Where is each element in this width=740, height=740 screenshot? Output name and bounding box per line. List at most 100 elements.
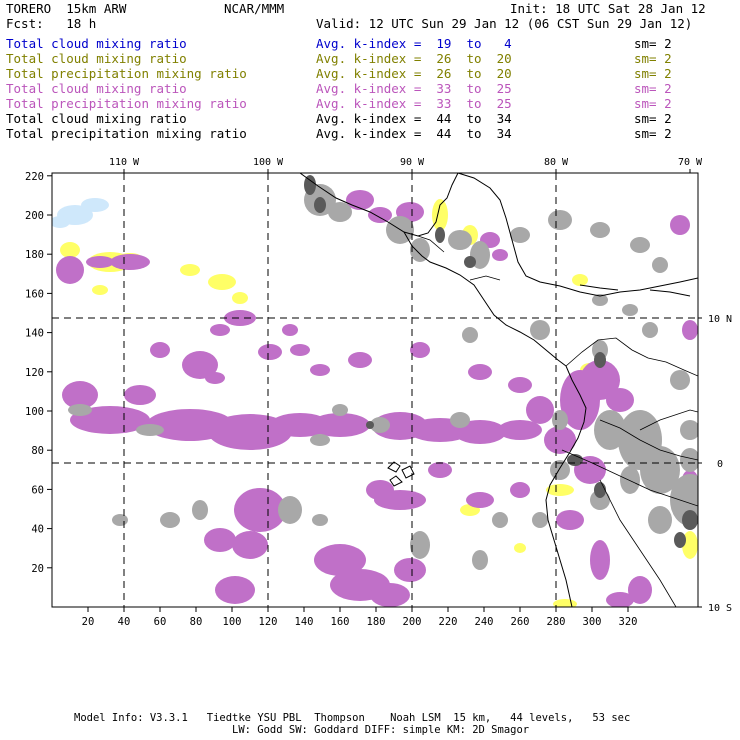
cloud-blob bbox=[370, 583, 410, 607]
cloud-blob bbox=[124, 385, 156, 405]
cloud-blob bbox=[182, 351, 218, 379]
cloud-blob bbox=[282, 324, 298, 336]
cloud-blob bbox=[682, 531, 698, 559]
legend-row: Total precipitation mixing ratio Avg. k-i… bbox=[6, 66, 706, 81]
cloud-blob bbox=[472, 550, 488, 570]
cloud-blob bbox=[224, 310, 256, 326]
cloud-blob bbox=[546, 484, 574, 496]
cloud-blob bbox=[432, 199, 448, 231]
cloud-blob bbox=[366, 421, 374, 429]
longitude-label: 100 W bbox=[253, 157, 284, 168]
cloud-blob bbox=[310, 434, 330, 446]
cloud-blob bbox=[466, 492, 494, 508]
cloud-blob bbox=[590, 490, 610, 510]
y-tick-label: 20 bbox=[31, 563, 44, 575]
cloud-blob bbox=[492, 512, 508, 528]
legend-field: Total precipitation mixing ratio bbox=[6, 96, 247, 111]
cloud-blob bbox=[232, 531, 268, 559]
cloud-blob bbox=[68, 404, 92, 416]
cloud-blob bbox=[210, 324, 230, 336]
cloud-blob bbox=[590, 222, 610, 238]
cloud-blob bbox=[92, 285, 108, 295]
cloud-blob bbox=[368, 207, 392, 223]
cloud-blob bbox=[314, 197, 326, 213]
cloud-blob bbox=[454, 420, 506, 444]
legend-field: Total cloud mixing ratio bbox=[6, 36, 187, 51]
legend-row: Total cloud mixing ratio Avg. k-index = 1… bbox=[6, 36, 706, 51]
x-tick-label: 280 bbox=[547, 616, 566, 628]
cloud-blob bbox=[580, 360, 620, 400]
cloud-blob bbox=[450, 412, 470, 428]
cloud-blob bbox=[86, 256, 114, 268]
cloud-blob bbox=[498, 420, 542, 440]
x-tick-label: 140 bbox=[295, 616, 314, 628]
cloud-blob bbox=[620, 466, 640, 494]
legend-k-index: Avg. k-index = 44 to 34 bbox=[316, 111, 512, 126]
cloud-blob bbox=[160, 512, 180, 528]
x-tick-label: 220 bbox=[439, 616, 458, 628]
legend-smoothing: sm= 2 bbox=[634, 111, 672, 126]
legend-smoothing: sm= 2 bbox=[634, 51, 672, 66]
model-info: Model Info: V3.3.1 Tiedtke YSU PBL Thomp… bbox=[74, 712, 631, 724]
cloud-blob bbox=[62, 381, 98, 409]
cloud-blob bbox=[290, 344, 310, 356]
cloud-blob bbox=[652, 257, 668, 273]
cloud-blob bbox=[435, 227, 445, 243]
legend-smoothing: sm= 2 bbox=[634, 81, 672, 96]
y-tick-label: 80 bbox=[31, 445, 44, 457]
cloud-blob bbox=[510, 227, 530, 243]
physics-info: LW: Godd SW: Goddard DIFF: simple KM: 2D… bbox=[232, 724, 530, 736]
cloud-blob bbox=[370, 417, 390, 433]
model-title: TORERO 15km ARW bbox=[6, 1, 127, 16]
longitude-label: 80 W bbox=[544, 157, 569, 168]
cloud-blob bbox=[348, 352, 372, 368]
legend-row: Total cloud mixing ratio Avg. k-index = 2… bbox=[6, 51, 706, 66]
cloud-blob bbox=[544, 426, 576, 454]
cloud-blob bbox=[674, 532, 686, 548]
cloud-blob bbox=[180, 264, 200, 276]
longitude-label: 70 W bbox=[678, 157, 703, 168]
cloud-blob bbox=[394, 558, 426, 582]
cloud-blob bbox=[532, 512, 548, 528]
cloud-blob bbox=[492, 249, 508, 261]
cloud-blob bbox=[208, 274, 236, 290]
cloud-blob bbox=[592, 294, 608, 306]
cloud-blob bbox=[468, 364, 492, 380]
y-tick-label: 220 bbox=[25, 171, 44, 183]
x-tick-label: 40 bbox=[118, 616, 131, 628]
cloud-blob bbox=[110, 254, 150, 270]
x-tick-label: 20 bbox=[82, 616, 95, 628]
x-tick-label: 80 bbox=[190, 616, 203, 628]
legend-k-index: Avg. k-index = 44 to 34 bbox=[316, 126, 512, 141]
y-tick-label: 200 bbox=[25, 210, 44, 222]
legend-row: Total cloud mixing ratio Avg. k-index = 3… bbox=[6, 81, 706, 96]
longitude-label: 110 W bbox=[109, 157, 140, 168]
cloud-blob bbox=[548, 210, 572, 230]
legend-k-index: Avg. k-index = 33 to 25 bbox=[316, 96, 512, 111]
legend-row: Total precipitation mixing ratio Avg. k-i… bbox=[6, 96, 706, 111]
cloud-blob bbox=[112, 514, 128, 526]
cloud-blob bbox=[304, 175, 316, 195]
legend-smoothing: sm= 2 bbox=[634, 36, 672, 51]
y-tick-label: 60 bbox=[31, 484, 44, 496]
cloud-blob bbox=[234, 488, 286, 532]
cloud-blob bbox=[81, 198, 109, 212]
cloud-blob bbox=[310, 413, 370, 437]
cloud-blob bbox=[215, 576, 255, 604]
cloud-blob bbox=[552, 410, 568, 430]
cloud-fields bbox=[52, 175, 698, 607]
cloud-blob bbox=[510, 482, 530, 498]
cloud-blob bbox=[630, 237, 650, 253]
legend-smoothing: sm= 2 bbox=[634, 66, 672, 81]
cloud-blob bbox=[628, 576, 652, 604]
graticule bbox=[52, 173, 698, 607]
forecast-map: 220 200 180 160 140 120 100 80 60 40 20 20 40 60 80 100… bbox=[25, 157, 732, 628]
x-tick-label: 100 bbox=[223, 616, 242, 628]
legend-smoothing: sm= 2 bbox=[634, 96, 672, 111]
legend-field: Total cloud mixing ratio bbox=[6, 111, 187, 126]
cloud-blob bbox=[680, 420, 698, 440]
cloud-blob bbox=[428, 462, 452, 478]
cloud-blob bbox=[278, 496, 302, 524]
cloud-blob bbox=[312, 514, 328, 526]
cloud-blob bbox=[670, 215, 690, 235]
